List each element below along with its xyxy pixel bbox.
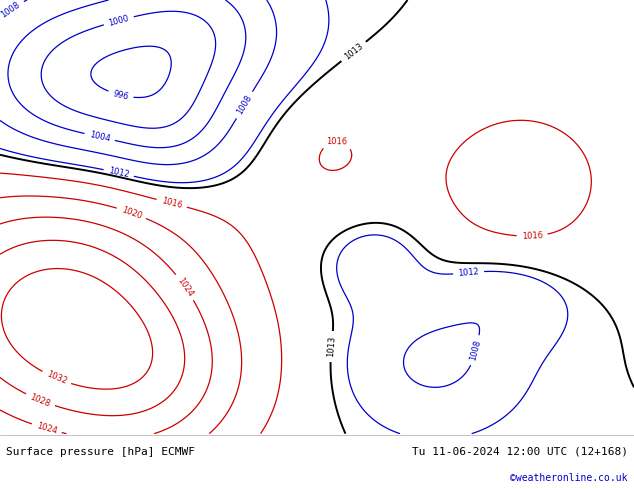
Text: 1016: 1016 bbox=[327, 137, 348, 147]
Text: 1024: 1024 bbox=[176, 276, 195, 298]
Text: 1000: 1000 bbox=[107, 14, 130, 27]
Text: 1013: 1013 bbox=[342, 42, 365, 62]
Text: 1020: 1020 bbox=[120, 205, 143, 221]
Text: Surface pressure [hPa] ECMWF: Surface pressure [hPa] ECMWF bbox=[6, 447, 195, 457]
Text: 1012: 1012 bbox=[108, 166, 130, 179]
Text: 1016: 1016 bbox=[521, 231, 543, 241]
Text: Tu 11-06-2024 12:00 UTC (12+168): Tu 11-06-2024 12:00 UTC (12+168) bbox=[411, 447, 628, 457]
Text: ©weatheronline.co.uk: ©weatheronline.co.uk bbox=[510, 472, 628, 483]
Text: 1012: 1012 bbox=[458, 267, 479, 278]
Text: 1008: 1008 bbox=[0, 0, 22, 20]
Text: 1032: 1032 bbox=[45, 370, 68, 387]
Text: 1016: 1016 bbox=[160, 196, 183, 210]
Text: 1008: 1008 bbox=[235, 94, 254, 116]
Text: 1024: 1024 bbox=[36, 421, 58, 436]
Text: 1004: 1004 bbox=[88, 130, 111, 144]
Text: 1028: 1028 bbox=[29, 392, 52, 408]
Text: 1013: 1013 bbox=[326, 336, 337, 357]
Text: 1008: 1008 bbox=[469, 339, 483, 362]
Text: 996: 996 bbox=[112, 89, 129, 101]
